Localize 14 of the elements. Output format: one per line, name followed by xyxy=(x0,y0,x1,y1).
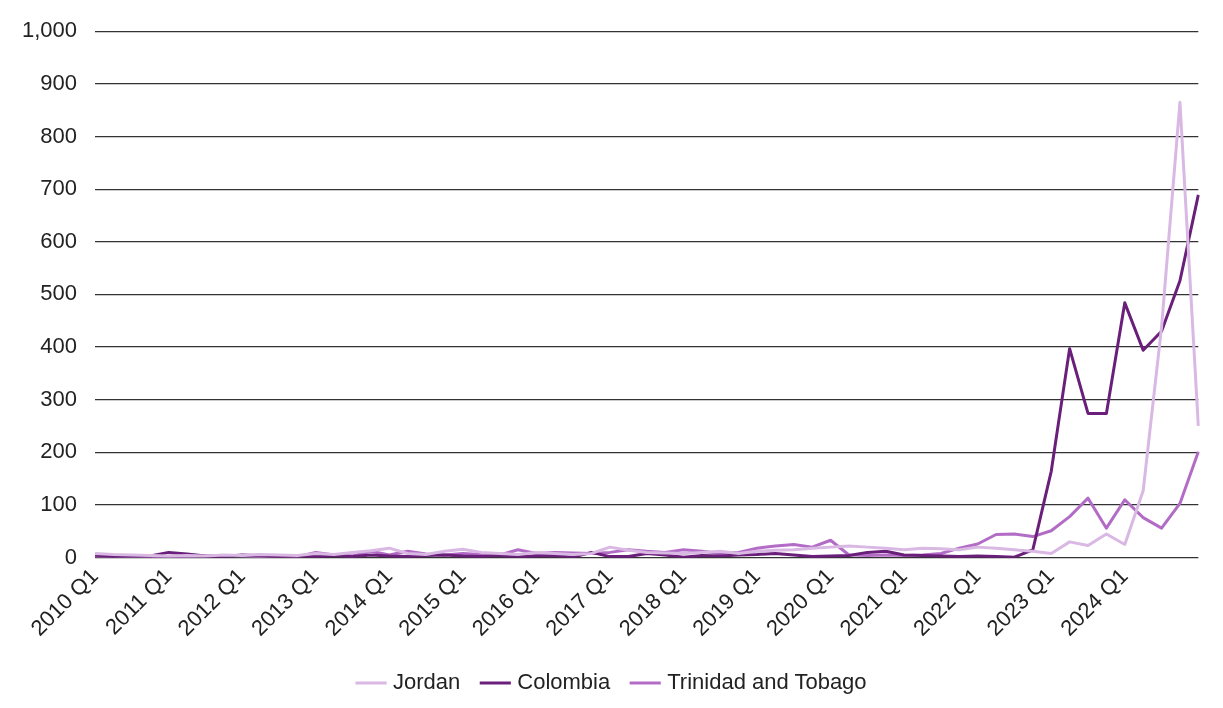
y-tick-label: 500 xyxy=(40,280,78,306)
y-tick-label: 900 xyxy=(40,69,78,95)
y-tick-label: 200 xyxy=(40,438,78,464)
y-tick-label: 400 xyxy=(40,333,78,359)
y-tick-label: 0 xyxy=(64,543,78,569)
y-tick-label: 800 xyxy=(40,122,78,148)
legend-label: Colombia xyxy=(517,669,611,695)
legend-label: Trinidad and Tobago xyxy=(667,669,867,695)
y-tick-label: 1,000 xyxy=(21,17,78,43)
y-tick-label: 300 xyxy=(40,385,78,411)
y-tick-label: 600 xyxy=(40,227,78,253)
y-tick-label: 700 xyxy=(40,175,78,201)
legend-label: Jordan xyxy=(393,669,461,695)
y-tick-label: 100 xyxy=(40,491,78,517)
